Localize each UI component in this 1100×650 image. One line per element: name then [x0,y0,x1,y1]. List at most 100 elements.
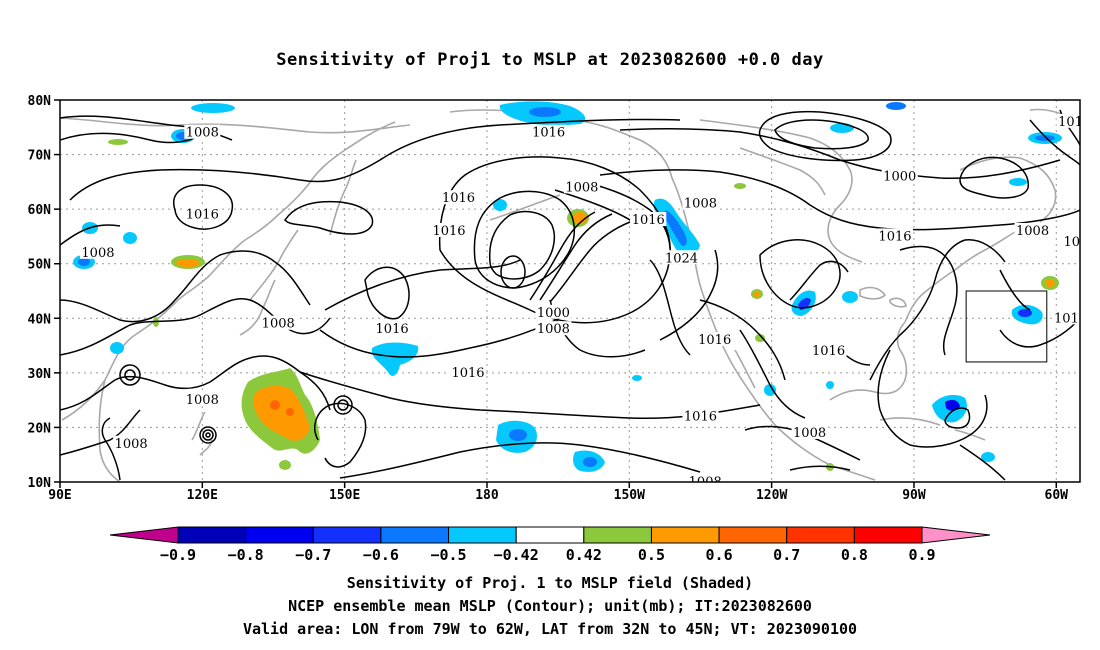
contour-label-bg [184,392,221,407]
latitude-axis: 80N 70N 60N 50N 40N 30N 20N 10N [28,94,60,491]
contour-label: 1008 [115,437,148,452]
contour-label: 101 [1058,115,1083,130]
contour-label: 1008 [537,322,570,337]
contour-label-bg [440,190,477,205]
colorbar-label: −0.6 [363,546,399,564]
contour-label: 1008 [689,475,722,490]
contour-label: 1008 [186,393,219,408]
contour-label: 1016 [684,410,717,425]
longitude-axis: 90E 120E 150E 180 150W 120W 90W 60W [48,482,1068,503]
contour-label: 1016 [451,366,484,381]
contour-label-bg [1062,233,1080,248]
contour-label: 1016 [878,229,911,244]
contour-label: 1000 [883,169,916,184]
contour-label-bg [1014,222,1051,237]
caption-line-1: Sensitivity of Proj. 1 to MSLP field (Sh… [346,574,754,592]
lon-tick-label: 150W [614,488,645,503]
lat-tick-label: 10N [28,476,52,491]
colorbar-segment [312,526,382,544]
colorbar-label: −0.9 [160,546,196,564]
contour-label: 1008 [81,246,114,261]
caption-line-3: Valid area: LON from 79W to 62W, LAT fro… [242,620,858,638]
caption-line-2: NCEP ensemble mean MSLP (Contour); unit(… [288,597,812,615]
contour-label-bg [687,474,724,482]
contour-label: 1016 [812,344,845,359]
contour-label-bg [260,315,297,330]
contour-label: 1016 [1063,235,1096,250]
contour-label-bg [881,168,918,183]
contour-label-bg [535,304,572,319]
lon-tick-label: 90W [902,488,926,503]
colorbar-label: −0.5 [430,546,466,564]
colorbar-label: 0.42 [566,546,602,564]
contour-label: 1016 [532,126,565,141]
colorbar-segment [853,526,923,544]
colorbar-label: −0.8 [228,546,264,564]
contour-label: 1008 [262,317,295,332]
lat-tick-label: 30N [28,367,52,382]
contour-label: 1024 [665,251,698,266]
lon-tick-label: 120W [756,488,787,503]
contour-label-bg [791,424,828,439]
plot-title: Sensitivity of Proj1 to MSLP at 20230826… [276,50,824,70]
lon-tick-label: 120E [187,488,218,503]
contour-label: 1008 [565,180,598,195]
lon-tick-label: 180 [475,488,499,503]
colorbar-segment [650,526,720,544]
contour-label-bg [810,343,847,358]
contour-label-bg [696,332,733,347]
colorbar-segment [515,526,585,544]
colorbar-segment [109,526,179,544]
colorbar-label: 0.7 [773,546,800,564]
contour-label-bg [682,195,719,210]
contour-label: 1000 [537,306,570,321]
lat-tick-label: 70N [28,149,52,164]
contour-label-bg [563,179,600,194]
contour-label-bg [374,321,411,336]
contour-label-bg [1056,113,1080,128]
colorbar-label: −0.7 [295,546,331,564]
contour-label: 1016 [186,208,219,223]
contour-label-bg [876,228,913,243]
colorbar-segment [380,526,450,544]
colorbar-label: 0.8 [841,546,868,564]
contour-label-bg [184,124,221,139]
map-frame [59,99,1081,483]
colorbar-label: 0.5 [638,546,665,564]
contour-label: 1008 [186,126,219,141]
valid-area-box [965,290,1048,363]
contour-label-bg [450,364,486,379]
contour-label: 1016 [432,224,465,239]
contour-label-bg [663,250,700,265]
contour-label-bg [113,435,150,450]
contour-label: 1008 [1016,224,1049,239]
lon-tick-label: 60W [1045,488,1069,503]
contour-label: 1016 [632,213,665,228]
colorbar-segment [921,526,991,544]
contour-label-bg [530,124,567,139]
contour-label-bg [184,206,221,221]
colorbar-segment [718,526,788,544]
colorbar-segment [448,526,517,544]
colorbar-segment [786,526,855,544]
contour-label-bg [1052,310,1080,325]
lat-tick-label: 60N [28,203,52,218]
contour-label-bg [630,212,667,227]
lon-tick-label: 150E [329,488,360,503]
contour-label: 1016 [442,191,475,206]
colorbar-segment [177,526,247,544]
lon-tick-label: 90E [48,488,71,503]
colorbar-segment [583,526,652,544]
contour-label: 1008 [793,426,826,441]
colorbar [109,526,991,544]
colorbar-label: 0.6 [706,546,733,564]
colorbar-labels: −0.9 −0.8 −0.7 −0.6 −0.5 −0.42 0.42 0.5 0.6 0.7 0.… [160,546,936,564]
lat-tick-label: 20N [28,421,52,436]
lat-tick-label: 50N [28,258,52,273]
contour-label: 1016 [1054,311,1087,326]
lat-tick-label: 40N [28,312,52,327]
lat-tick-label: 80N [28,94,52,109]
contour-label-bg [682,408,719,423]
